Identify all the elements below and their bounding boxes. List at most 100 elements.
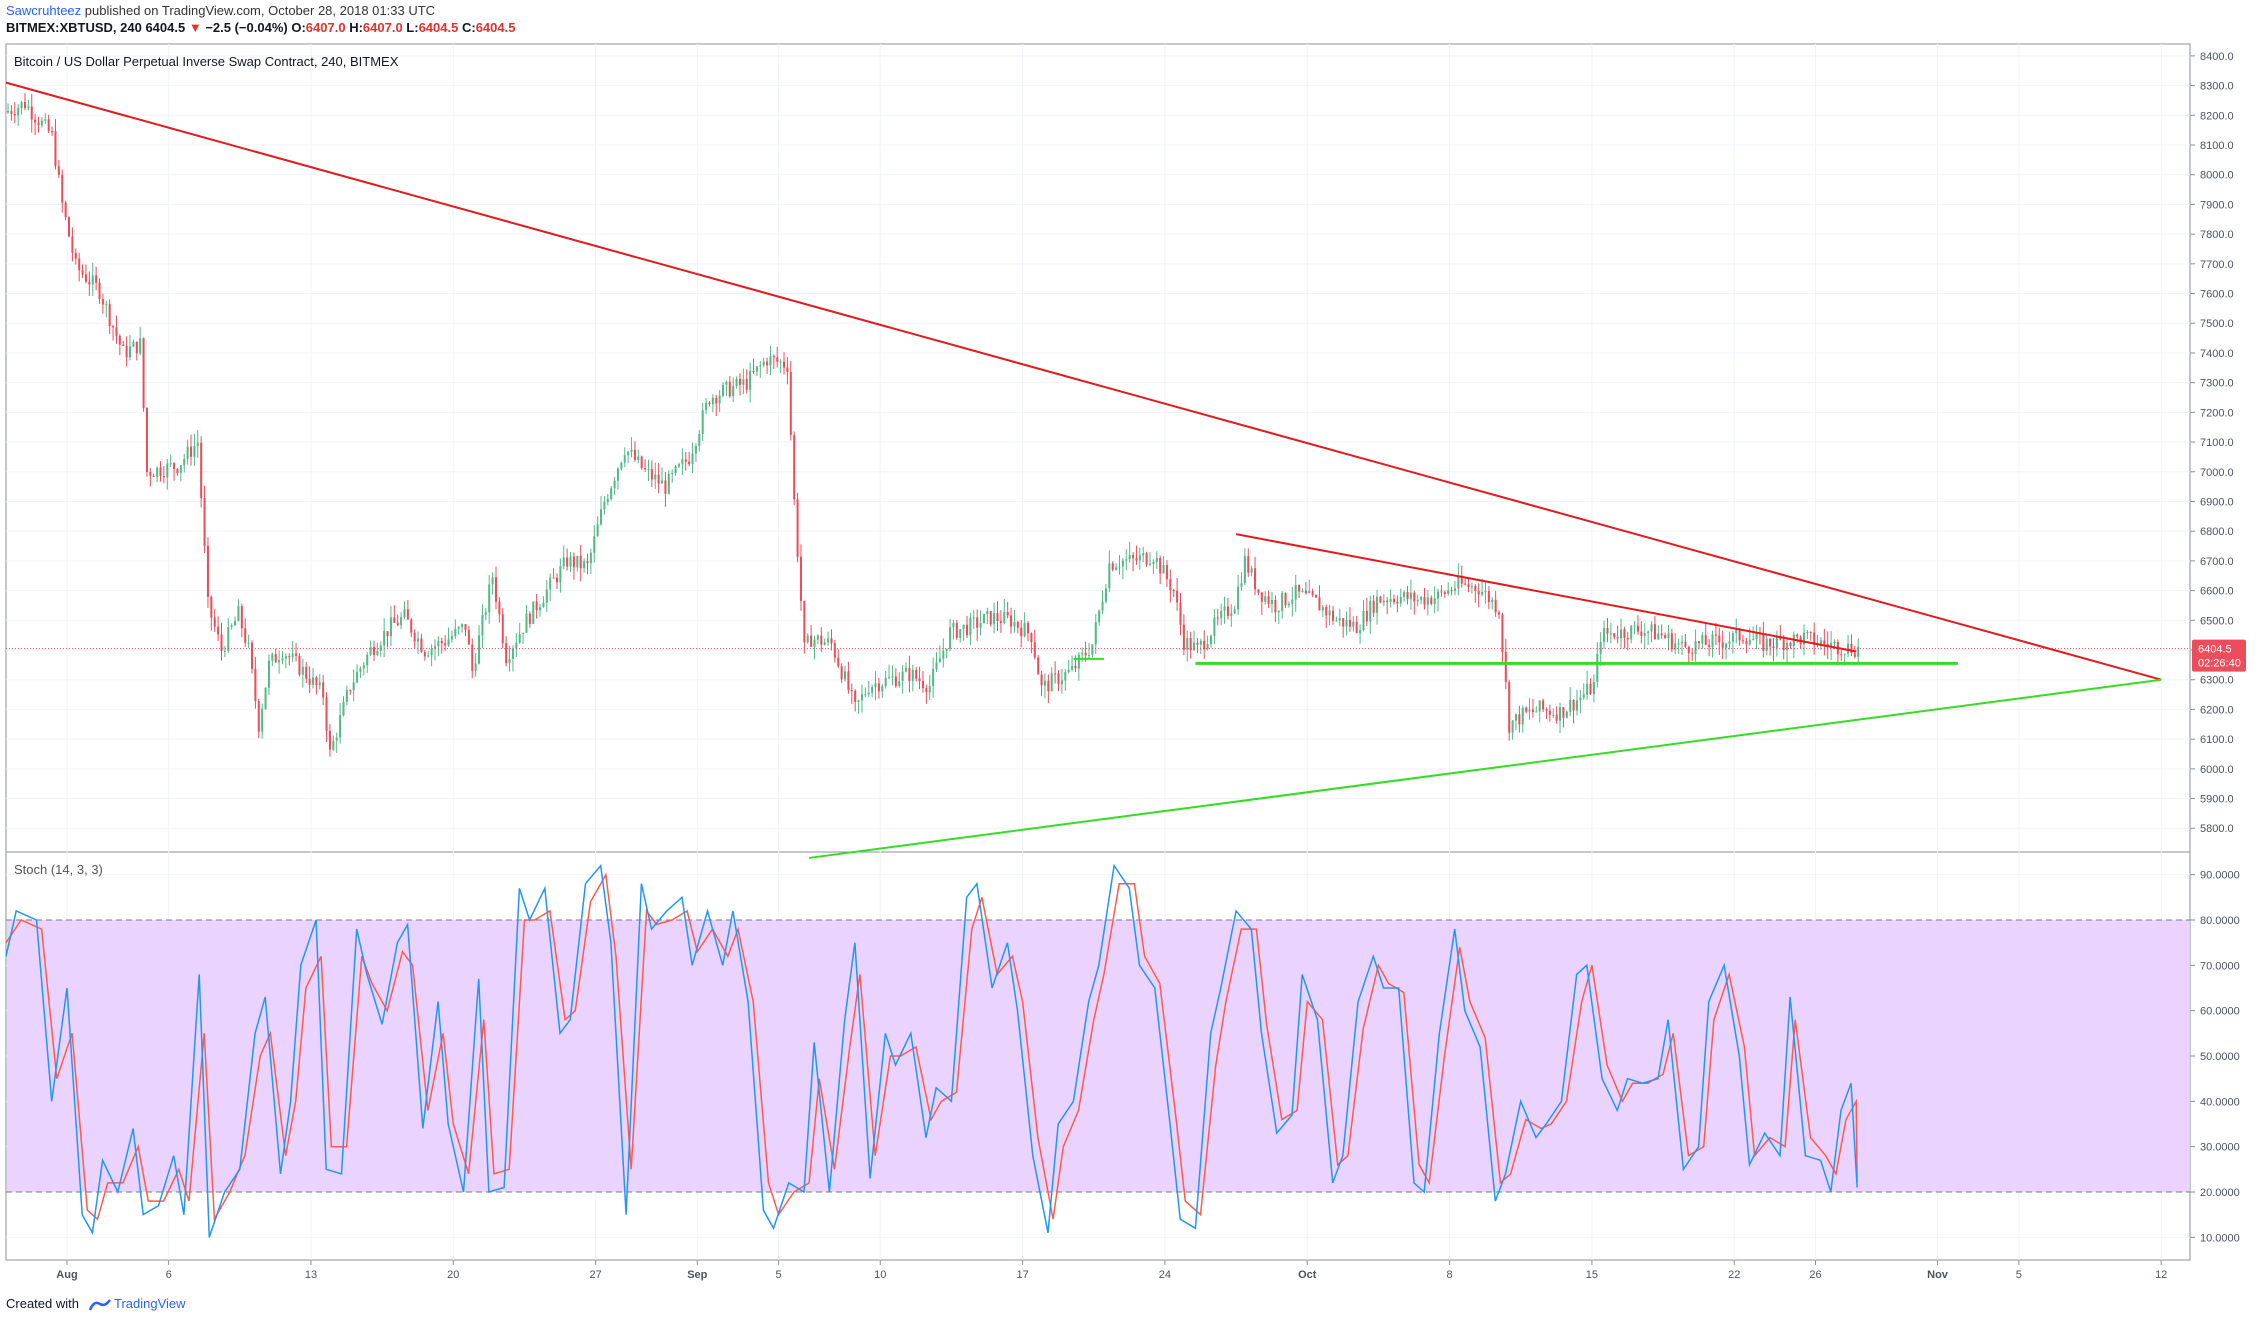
- candle-body: [1043, 680, 1046, 686]
- stoch-axis[interactable]: 90.0000 80.0000 70.0000 60.0000 50.0000 40.00…: [2190, 870, 2240, 1245]
- candle-body: [1064, 672, 1067, 681]
- candle-body: [1633, 625, 1636, 627]
- candle-body: [1145, 553, 1148, 565]
- candle-body: [1304, 590, 1307, 594]
- candle-body: [298, 655, 301, 675]
- candle-body: [1335, 620, 1338, 622]
- candle-body: [1508, 681, 1511, 733]
- price-tick-label: 7100.0: [2200, 437, 2234, 449]
- candle-body: [654, 474, 657, 480]
- candle-body: [1423, 596, 1426, 605]
- candle-body: [1694, 641, 1697, 654]
- candle-body: [20, 102, 23, 108]
- candle-body: [1081, 652, 1084, 655]
- candle-body: [250, 642, 254, 669]
- candle-body: [1420, 596, 1423, 600]
- candle-body: [766, 361, 769, 366]
- price-tick-label: 8200.0: [2200, 110, 2234, 122]
- chart-header: Sawcruhteez published on TradingView.com…: [0, 0, 2267, 40]
- candle-body: [1047, 680, 1050, 692]
- price-tick-label: 6200.0: [2200, 704, 2234, 716]
- candle-body: [1786, 642, 1789, 650]
- candle-body: [362, 665, 365, 669]
- candle-body: [301, 666, 304, 675]
- tradingview-logo-icon: [88, 1298, 111, 1311]
- candle-body: [34, 119, 37, 123]
- last-price-label-text: 6404.5: [2198, 644, 2232, 656]
- candle-body: [583, 561, 586, 569]
- last-price-label: 6404.5 02:26:40: [2192, 639, 2246, 672]
- candle-body: [440, 640, 443, 644]
- candle-body: [993, 613, 996, 625]
- candle-body: [1050, 673, 1053, 692]
- candle-body: [1528, 709, 1531, 712]
- candle-body: [755, 366, 758, 372]
- candle-body: [267, 660, 270, 688]
- candle-body: [305, 666, 308, 679]
- price-tick-label: 7200.0: [2200, 407, 2234, 419]
- chart-area[interactable]: 8400.0 8300.0 8200.0 8100.0 8000.0 7900.0 7800…: [0, 0, 2267, 1290]
- candle-body: [616, 468, 619, 481]
- candle-body: [122, 344, 125, 346]
- candle-body: [1450, 590, 1453, 592]
- time-tick-label: 24: [1159, 1269, 1171, 1281]
- candle-body: [1487, 591, 1490, 603]
- candle-body: [1172, 590, 1175, 592]
- price-tick-label: 8100.0: [2200, 140, 2234, 152]
- candle-body: [308, 678, 311, 685]
- candle-body: [1108, 563, 1111, 589]
- candle-body: [728, 381, 731, 397]
- candle-body: [1545, 709, 1548, 711]
- candle-body: [1725, 643, 1728, 648]
- candle-body: [691, 453, 694, 465]
- time-axis[interactable]: Aug 6 13 20 27 Sep 5 10 17 24 Oct 8 15 22 26 Nov 5 12: [56, 1260, 2167, 1281]
- candle-body: [484, 612, 487, 615]
- candle-body: [857, 700, 860, 703]
- candle-body: [1840, 654, 1843, 656]
- ohlc-line: BITMEX:XBTUSD, 240 6404.5 ▼ −2.5 (−0.04%…: [6, 20, 515, 35]
- price-tick-label: 6700.0: [2200, 556, 2234, 568]
- candle-body: [1233, 609, 1236, 614]
- candle-body: [803, 601, 806, 643]
- candle-body: [694, 445, 697, 454]
- price-axis[interactable]: 8400.0 8300.0 8200.0 8100.0 8000.0 7900.0 7800…: [2190, 51, 2234, 835]
- low-value: 6404.5: [418, 20, 459, 35]
- candle-body: [1599, 641, 1602, 654]
- stoch-tick-label: 60.0000: [2200, 1006, 2240, 1018]
- candle-body: [1806, 631, 1809, 633]
- candle-body: [579, 555, 582, 569]
- candle-body: [1365, 610, 1368, 622]
- candle-body: [318, 682, 321, 686]
- candle-body: [1193, 642, 1196, 651]
- candle-body: [1213, 617, 1216, 636]
- candle-body: [959, 629, 962, 638]
- candle-body: [1606, 628, 1609, 634]
- time-tick-label: 15: [1586, 1269, 1598, 1281]
- candle-body: [1830, 643, 1833, 648]
- price-tick-label: 6800.0: [2200, 526, 2234, 538]
- candle-body: [854, 690, 857, 703]
- author-link[interactable]: Sawcruhteez: [6, 3, 82, 18]
- candle-body: [606, 498, 609, 503]
- candle-body: [1823, 640, 1826, 645]
- tradingview-brand[interactable]: TradingView: [88, 1296, 186, 1311]
- ticker-label: BITMEX:XBTUSD, 240: [6, 20, 142, 35]
- candle-body: [183, 458, 186, 466]
- candle-body: [1620, 629, 1623, 639]
- trendlines[interactable]: [5, 81, 2162, 859]
- candle-body: [813, 639, 816, 647]
- candle-body: [342, 701, 345, 716]
- candle-body: [1748, 640, 1751, 645]
- candle-body: [376, 650, 379, 655]
- candle-body: [67, 217, 71, 237]
- candle-body: [145, 408, 148, 472]
- candle-body: [799, 556, 802, 602]
- candle-body: [1155, 557, 1158, 562]
- time-tick-label: 8: [1447, 1269, 1453, 1281]
- candle-body: [427, 655, 430, 657]
- candle-body: [715, 397, 718, 404]
- price-change: −2.5 (−0.04%): [205, 20, 288, 35]
- candle-body: [1328, 610, 1331, 616]
- candle-body: [725, 381, 728, 385]
- candle-body: [105, 304, 108, 306]
